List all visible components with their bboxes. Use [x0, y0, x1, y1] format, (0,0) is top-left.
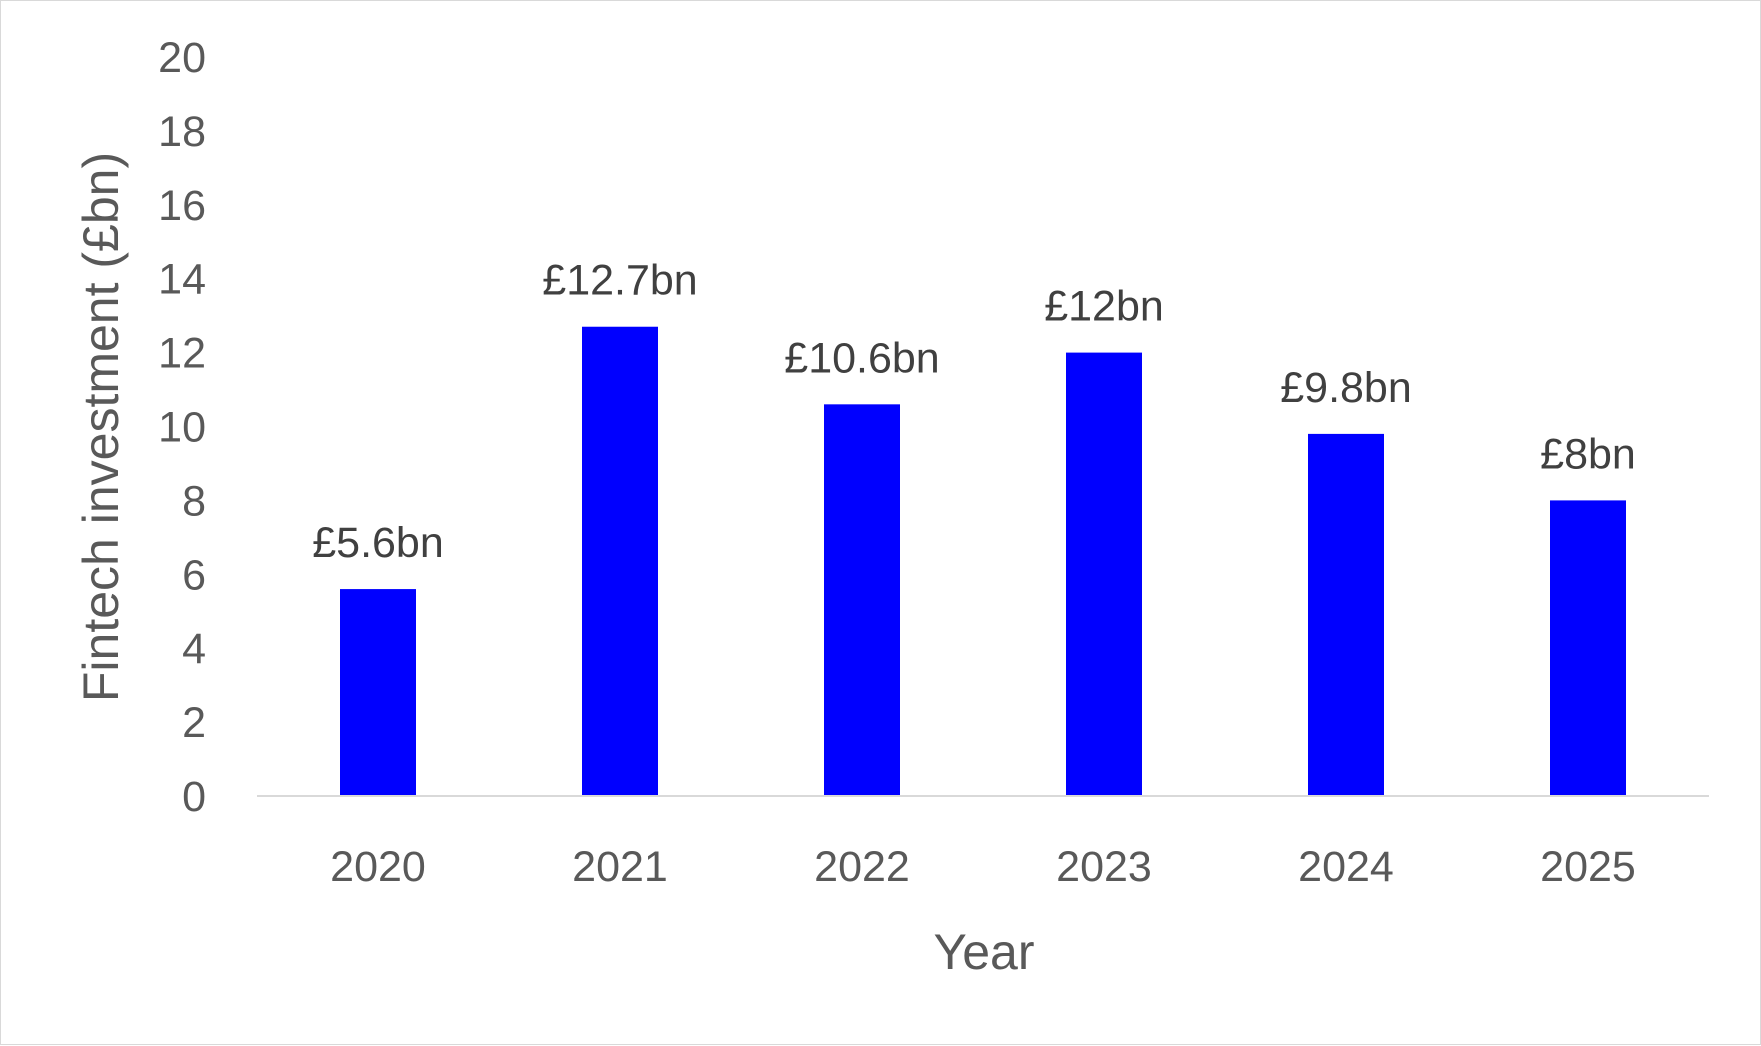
y-tick-label: 10: [158, 404, 206, 452]
y-tick-label: 4: [182, 625, 206, 673]
x-axis-ticks: 2020 2021 2022 2023 2024 2025: [330, 843, 1636, 891]
x-tick-label: 2024: [1298, 843, 1394, 891]
bar-2020: [340, 589, 416, 796]
x-tick-label: 2022: [814, 843, 910, 891]
x-axis-title: Year: [933, 924, 1034, 980]
bar-2022: [824, 404, 900, 796]
y-tick-label: 18: [158, 108, 206, 156]
data-label-2020: £5.6bn: [312, 519, 444, 567]
bars: [340, 326, 1626, 796]
x-tick-label: 2025: [1540, 843, 1636, 891]
x-tick-label: 2023: [1056, 843, 1152, 891]
y-tick-label: 20: [158, 34, 206, 82]
y-axis-title: Fintech investment (£bn): [73, 152, 129, 702]
data-label-2021: £12.7bn: [542, 257, 697, 305]
data-labels: £5.6bn £12.7bn £10.6bn £12bn £9.8bn £8bn: [312, 257, 1636, 567]
y-tick-label: 12: [158, 330, 206, 378]
data-label-2023: £12bn: [1044, 283, 1164, 331]
x-tick-label: 2020: [330, 843, 426, 891]
bar-2021: [582, 326, 658, 796]
bar-2023: [1066, 352, 1142, 796]
data-label-2022: £10.6bn: [784, 334, 939, 382]
bar-2025: [1550, 500, 1626, 796]
y-tick-label: 14: [158, 256, 206, 304]
data-label-2025: £8bn: [1540, 430, 1636, 478]
bar-2024: [1308, 433, 1384, 796]
y-tick-label: 0: [182, 773, 206, 821]
y-tick-label: 6: [182, 551, 206, 599]
y-tick-label: 16: [158, 182, 206, 230]
y-tick-label: 2: [182, 699, 206, 747]
data-label-2024: £9.8bn: [1280, 364, 1412, 412]
y-axis-ticks: 0 2 4 6 8 10 12 14 16 18 20: [158, 34, 206, 821]
y-tick-label: 8: [182, 477, 206, 525]
x-tick-label: 2021: [572, 843, 668, 891]
